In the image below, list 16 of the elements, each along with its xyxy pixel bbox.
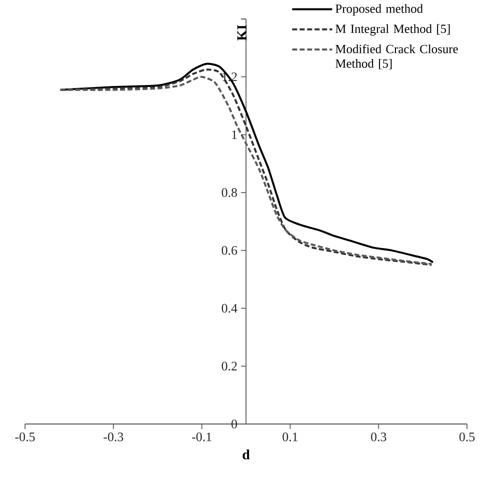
y-tick-label: 1 <box>232 130 237 139</box>
x-tick-label: 0.1 <box>282 432 298 442</box>
y-tick-label: 0.6 <box>222 246 238 255</box>
x-tick-label: -0.5 <box>15 432 35 442</box>
x-tick-label: -0.1 <box>192 432 212 442</box>
y-tick-label: 0.8 <box>222 188 237 197</box>
y-tick-label: 0.4 <box>222 304 238 313</box>
x-tick-label: 0.5 <box>459 432 475 442</box>
x-tick-label: -0.3 <box>104 432 124 442</box>
legend-label: Proposed method <box>336 4 423 16</box>
legend-label: Modified Crack Closure Method [5] <box>336 44 458 70</box>
y-tick-label: 0.2 <box>222 362 237 371</box>
legend-label: M Integral Method [5] <box>336 24 450 36</box>
x-tick-label: 0.3 <box>371 432 386 442</box>
y-axis-title: KI <box>237 24 246 41</box>
x-axis-title: d <box>242 450 250 460</box>
